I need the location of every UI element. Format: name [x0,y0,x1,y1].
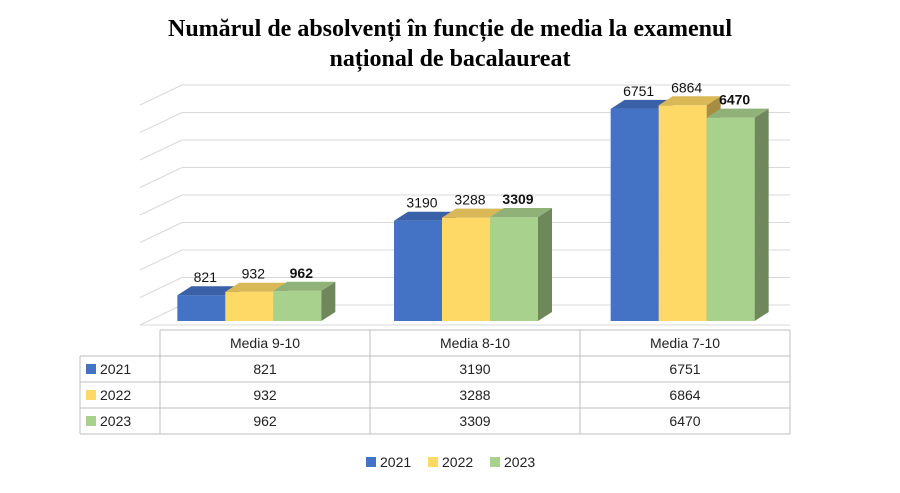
bar-top [177,286,240,296]
table-header-cell: Media 9-10 [230,335,300,351]
table-row-label: 2022 [100,387,131,403]
table-row-label: 2021 [100,361,131,377]
bar [273,290,322,321]
bar-top [706,108,769,118]
data-labels: 821 932 962 3190 3288 3309 6751 6864 6470 [194,79,751,285]
legend-key [428,457,438,467]
bar-top [610,99,673,109]
table-legend-key [86,416,96,426]
bar-top [394,211,456,221]
data-label: 962 [290,265,314,281]
bars [177,96,769,322]
legend: 2021 2022 2023 [366,454,535,470]
gridline-side [139,304,183,326]
table-row-label: 2023 [100,413,131,429]
table-cell: 821 [253,361,277,377]
legend-label: 2022 [442,454,473,470]
bar [706,117,755,322]
table-cell: 3190 [459,361,490,377]
bar [658,105,707,321]
chart-title-line-2: național de bacalaureat [329,46,571,72]
gridline-side [139,222,183,243]
chart-title: Numărul de absolvenți în funcție de medi… [0,14,900,74]
table-cell: 6751 [669,361,700,377]
bar [225,291,274,321]
data-label: 6864 [671,79,702,95]
bar [394,220,442,321]
gridline-side [139,112,183,133]
legend-key [490,457,500,467]
bar [610,108,659,321]
bar-top [442,208,504,218]
gridline-side [139,139,183,161]
bar-top [658,96,721,106]
table-cell: 6864 [669,387,700,403]
table-cell: 3309 [459,413,490,429]
gridline-side [139,84,183,106]
bar-top [225,282,288,292]
data-label: 932 [242,266,266,282]
table-cell: 6470 [669,413,700,429]
data-label: 3190 [406,195,437,211]
data-label: 6470 [719,92,750,108]
gridline-side [139,277,183,298]
gridline-side [139,167,183,188]
bar [490,217,538,321]
data-label: 3288 [454,192,485,208]
legend-label: 2021 [380,454,411,470]
data-table: Media 9-10 Media 8-10 Media 7-10 2021 821 319… [79,329,791,435]
legend-key [366,457,376,467]
chart-title-line-1: Numărul de absolvenți în funcție de medi… [167,16,732,42]
legend-label: 2023 [504,454,535,470]
table-cell: 3288 [459,387,490,403]
bar-top [490,208,552,218]
table-cell: 932 [253,387,277,403]
gridline-side [139,249,183,271]
bar-top [273,281,336,291]
data-label: 6751 [623,83,654,99]
bar [442,217,490,321]
data-label: 821 [194,269,218,285]
table-cell: 962 [253,413,277,429]
bar-side [321,281,336,321]
bar [177,295,226,321]
bar-side [754,108,769,322]
data-label: 3309 [502,191,533,207]
table-header-cell: Media 8-10 [440,335,510,351]
table-legend-key [86,390,96,400]
table-legend-key [86,364,96,374]
table-header-cell: Media 7-10 [650,335,720,351]
bar-side [538,208,552,321]
gridline-side [139,194,183,216]
